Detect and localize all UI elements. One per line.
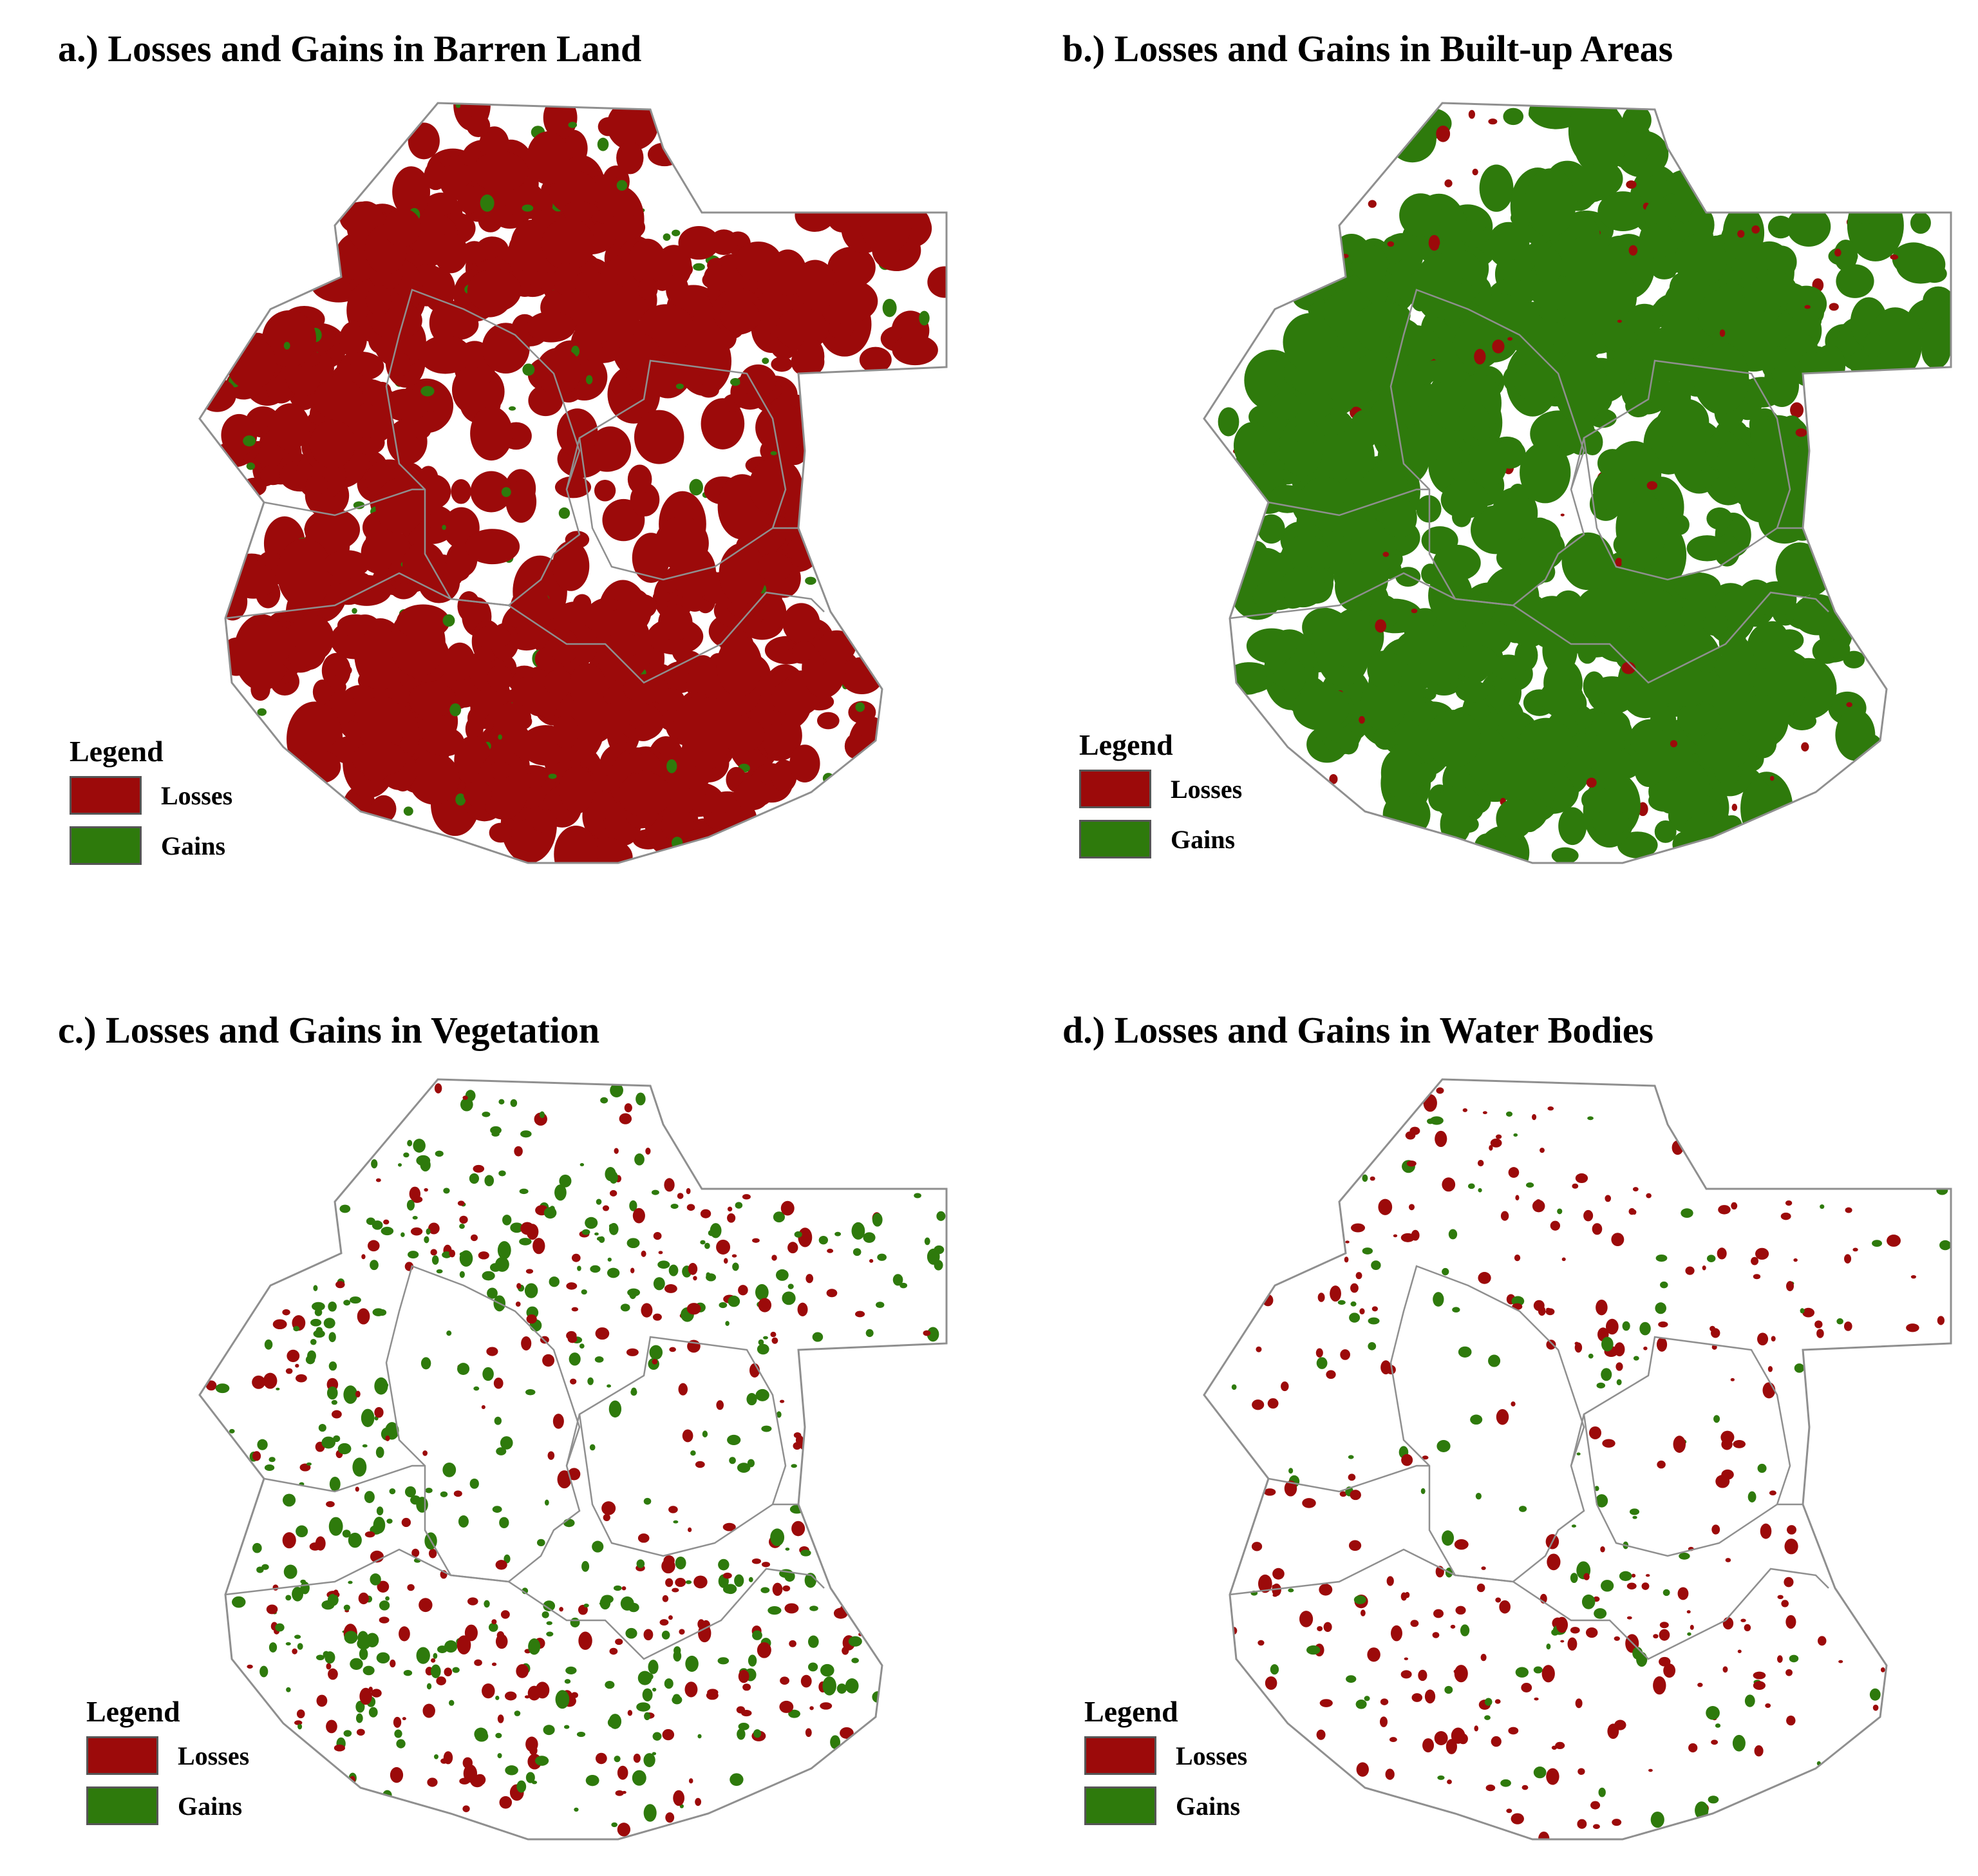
panel-title-d: d.) Losses and Gains in Water Bodies [1062, 1009, 1654, 1051]
map-b [1203, 102, 1952, 864]
gains-swatch [86, 1786, 158, 1825]
losses-swatch [86, 1736, 158, 1775]
district-boundary [198, 1078, 948, 1841]
gains-label: Gains [161, 831, 226, 860]
gains-swatch [1079, 820, 1151, 858]
change-patches [205, 1083, 946, 1837]
legend-row-gains: Gains [1079, 819, 1242, 860]
legend-b: Legend Losses Gains [1079, 728, 1242, 869]
subdistrict-boundary [1229, 1548, 1829, 1660]
panel-title-c: c.) Losses and Gains in Vegetation [58, 1009, 600, 1051]
legend-title: Legend [70, 735, 164, 768]
map-a [198, 102, 948, 864]
legend-title: Legend [1084, 1695, 1178, 1728]
subdistrict-boundary [263, 488, 425, 516]
subdistrict-boundary [385, 1265, 581, 1583]
legend-title: Legend [1079, 728, 1173, 761]
losses-swatch [70, 776, 142, 815]
losses-label: Losses [178, 1741, 250, 1770]
map-c [198, 1078, 948, 1841]
legend-row-gains: Gains [1084, 1785, 1247, 1826]
gains-label: Gains [1176, 1791, 1241, 1821]
change-patches [200, 103, 947, 863]
subdistrict-boundary [1583, 1336, 1791, 1557]
losses-label: Losses [161, 781, 233, 810]
gains-swatch [70, 826, 142, 865]
subdistrict-boundary [1268, 488, 1429, 516]
subdistrict-boundary [1229, 572, 1829, 684]
subdistrict-boundary [578, 1336, 787, 1557]
legend-row-losses: Losses [1084, 1735, 1247, 1776]
legend-a: Legend Losses Gains [70, 734, 232, 875]
panel-d: d.) Losses and Gains in Water Bodies Leg… [1004, 938, 1978, 1875]
subdistrict-boundary [1389, 1265, 1585, 1583]
panel-c: c.) Losses and Gains in Vegetation Legen… [0, 938, 989, 1875]
district-boundary [1203, 1078, 1952, 1841]
legend-row-gains: Gains [86, 1785, 249, 1826]
gains-label: Gains [1171, 824, 1236, 854]
legend-row-losses: Losses [70, 775, 232, 816]
gains-label: Gains [178, 1791, 243, 1821]
losses-label: Losses [1176, 1741, 1248, 1770]
panel-title-b: b.) Losses and Gains in Built-up Areas [1062, 28, 1673, 70]
gains-swatch [1084, 1786, 1156, 1825]
subdistrict-boundary [225, 1548, 825, 1660]
subdistrict-boundary [1389, 289, 1585, 607]
losses-swatch [1079, 770, 1151, 808]
subdistrict-boundary [1570, 1414, 1585, 1466]
legend-d: Legend Losses Gains [1084, 1694, 1247, 1835]
legend-row-losses: Losses [1079, 768, 1242, 810]
legend-title: Legend [86, 1695, 180, 1728]
legend-c: Legend Losses Gains [86, 1694, 249, 1835]
subdistrict-boundary [1570, 437, 1585, 490]
subdistrict-boundary [1268, 1464, 1429, 1493]
subdistrict-boundary [263, 1464, 425, 1493]
subdistrict-boundary [565, 1414, 581, 1466]
losses-label: Losses [1171, 774, 1243, 804]
district-boundary [198, 102, 948, 864]
subdistrict-boundary [225, 572, 825, 684]
panel-a: a.) Losses and Gains in Barren Land Lege… [0, 0, 989, 938]
change-patches [1230, 1087, 1951, 1839]
losses-swatch [1084, 1736, 1156, 1775]
subdistrict-boundary [1583, 359, 1791, 581]
legend-row-gains: Gains [70, 825, 232, 866]
map-d [1203, 1078, 1952, 1841]
legend-row-losses: Losses [86, 1735, 249, 1776]
subdistrict-boundary [578, 359, 787, 581]
subdistrict-boundary [385, 289, 581, 607]
panel-title-a: a.) Losses and Gains in Barren Land [58, 28, 642, 70]
panel-b: b.) Losses and Gains in Built-up Areas L… [1004, 0, 1978, 938]
subdistrict-boundary [565, 437, 581, 490]
district-boundary [1203, 102, 1952, 864]
